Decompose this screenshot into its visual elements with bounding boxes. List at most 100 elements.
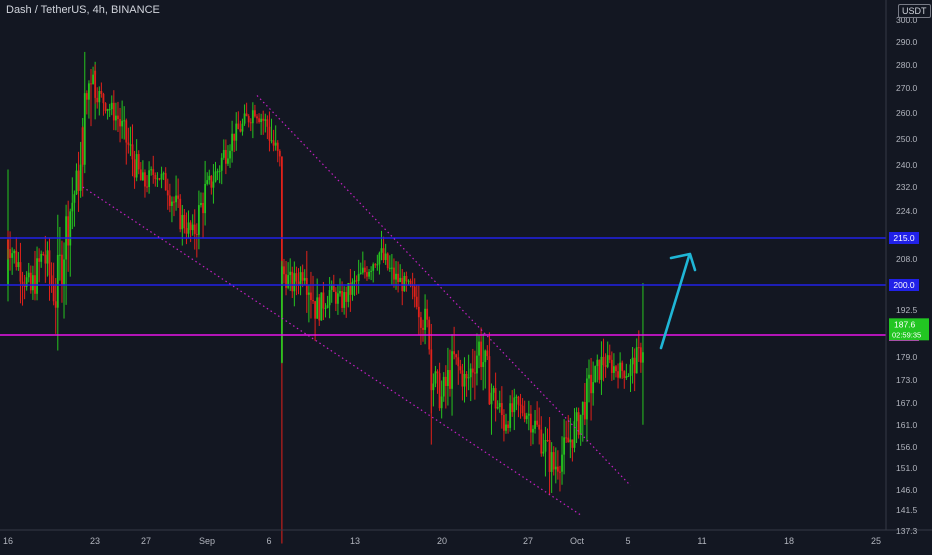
candle-body [494,388,497,409]
candle-body [7,239,9,285]
candle-body [256,116,258,119]
candle-body [455,354,458,358]
candle-body [399,277,402,283]
level-price-tag [889,232,919,244]
candle-body [434,371,437,384]
candle-body [637,347,640,349]
candle-body [525,415,528,420]
candle-body [490,392,493,405]
candle-body [88,83,90,100]
candle-body [94,70,97,98]
candle-body [156,178,159,180]
candle-body [532,428,534,433]
price-axis-panel [886,0,932,550]
candle-body [492,388,495,393]
candle-body [334,291,337,304]
candle-body [631,357,634,365]
candle-body [390,267,393,269]
candle-body [639,347,642,363]
candle-body [266,119,269,127]
candle-body [307,292,310,295]
candle-body [583,401,586,420]
y-tick-label: 151.0 [896,463,918,473]
candle-body [239,129,242,132]
x-tick-label: 25 [871,536,881,546]
candle-body [289,271,292,276]
candle-body [210,175,213,188]
candle-body [52,284,55,302]
candle-body [185,228,188,234]
y-tick-label: 141.5 [896,505,918,515]
candle-body [214,171,217,182]
candle-body [436,371,439,374]
y-tick-label: 250.0 [896,134,918,144]
currency-badge[interactable]: USDT [898,4,931,18]
candle-body [50,275,53,285]
candle-body [534,420,536,429]
y-tick-label: 161.0 [896,420,918,430]
candle-body [272,140,275,146]
candle-body [262,118,265,121]
candle-body [447,370,449,387]
candle-body [254,110,256,117]
candle-body [96,97,99,103]
y-tick-label: 173.0 [896,375,918,385]
candle-body [480,341,482,368]
candle-body [141,172,144,181]
candle-body [310,292,312,301]
candle-body [173,201,175,203]
candle-body [488,356,491,405]
candle-body [303,277,306,281]
candle-body [368,271,370,277]
candle-body [388,267,391,269]
candle-body [546,440,549,442]
candle-body [283,266,285,275]
last-price-value: 187.6 [894,319,916,329]
candle-body [243,113,246,124]
candle-body [621,362,624,372]
candle-body [409,280,412,286]
candle-body [44,254,47,264]
candle-body [69,211,72,246]
y-tick-label: 192.5 [896,305,918,315]
candle-body [102,93,105,104]
candle-body [67,216,70,246]
candle-body [473,372,476,374]
candle-body [420,317,422,328]
candle-body [453,351,456,355]
candle-body [415,296,418,307]
candle-body [328,290,331,306]
candle-body [274,142,277,146]
candle-body [498,403,501,408]
candle-body [378,252,381,265]
candle-body [260,118,263,123]
candle-body [353,280,356,282]
y-tick-label: 179.0 [896,352,918,362]
candle-body [179,198,182,230]
candle-body [158,178,161,180]
candle-body [496,407,499,409]
candle-body [563,437,565,455]
candle-body [175,195,177,203]
candle-body [29,272,32,291]
candle-body [85,93,88,100]
candle-body [374,264,377,266]
candle-body [600,356,603,380]
candle-body [281,156,283,363]
candle-body [200,202,202,206]
candle-body [430,382,433,391]
annotation-layer [659,252,697,350]
candle-body [241,123,244,132]
candle-body [61,254,63,286]
candle-body [523,413,526,420]
candle-body [430,349,433,383]
candle-body [312,300,314,302]
candle-body [571,439,574,448]
candle-body [291,271,294,292]
candle-body [123,120,126,122]
candle-body [322,292,325,309]
candle-body [442,376,445,397]
candle-body [561,454,563,472]
candle-body [330,284,333,291]
